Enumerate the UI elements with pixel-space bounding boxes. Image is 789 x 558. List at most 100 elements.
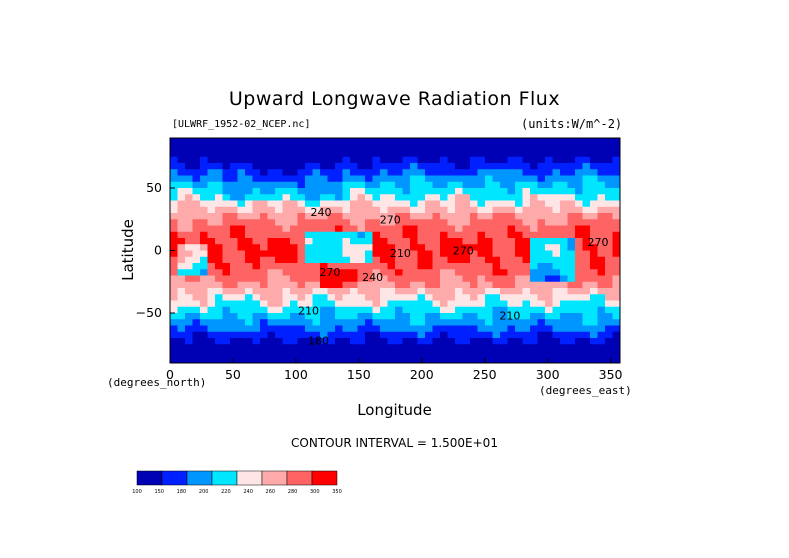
heatmap-cell — [305, 325, 313, 333]
heatmap-cell — [440, 263, 448, 270]
heatmap-cell — [545, 244, 553, 251]
heatmap-cell — [207, 281, 216, 289]
heatmap-cell — [252, 206, 261, 214]
heatmap-cell — [222, 281, 231, 289]
heatmap-cell — [327, 144, 336, 151]
heatmap-cell — [447, 194, 456, 201]
heatmap-cell — [575, 213, 583, 220]
heatmap-cell — [530, 213, 538, 220]
heatmap-cell — [447, 275, 456, 283]
heatmap-cell — [402, 356, 411, 364]
heatmap-cell — [567, 225, 576, 233]
heatmap-cell — [545, 294, 553, 301]
heatmap-cell — [327, 231, 336, 239]
heatmap-cell — [485, 263, 493, 270]
heatmap-cell — [545, 350, 553, 358]
contour-label: 210 — [298, 305, 319, 318]
heatmap-cell — [215, 156, 223, 164]
heatmap-cell — [222, 356, 231, 364]
heatmap-cell — [297, 200, 306, 208]
heatmap-cell — [327, 244, 336, 251]
heatmap-cell — [170, 275, 178, 283]
heatmap-cell — [185, 213, 193, 220]
heatmap-cell — [485, 350, 493, 358]
heatmap-cell — [267, 256, 276, 264]
heatmap-cell — [515, 263, 523, 270]
heatmap-cell — [387, 350, 396, 358]
heatmap-cell — [357, 194, 366, 201]
heatmap-cell — [515, 269, 523, 276]
heatmap-cell — [425, 313, 433, 320]
heatmap-cell — [312, 213, 321, 220]
heatmap-cell — [305, 238, 313, 245]
colorbar-label: 300 — [310, 489, 320, 495]
heatmap-cell — [575, 206, 583, 214]
heatmap-cell — [387, 144, 396, 151]
heatmap-cell — [410, 156, 418, 164]
heatmap-cell — [447, 238, 456, 245]
heatmap-cell — [387, 238, 396, 245]
heatmap-cell — [245, 306, 253, 314]
contour-label: 240 — [311, 206, 332, 219]
heatmap-cell — [485, 181, 493, 189]
heatmap-cell — [522, 213, 531, 220]
heatmap-cell — [560, 194, 568, 201]
heatmap-cell — [455, 250, 463, 258]
heatmap-cell — [260, 269, 268, 276]
heatmap-cell — [605, 269, 613, 276]
heatmap-cell — [222, 250, 231, 258]
heatmap-cell — [597, 188, 606, 195]
heatmap-cell — [320, 150, 328, 158]
heatmap-cell — [455, 306, 463, 314]
heatmap-cell — [185, 181, 193, 189]
heatmap-cell — [237, 181, 246, 189]
heatmap-cell — [290, 188, 298, 195]
heatmap-cell — [387, 269, 396, 276]
heatmap-cell — [245, 200, 253, 208]
heatmap-cell — [402, 244, 411, 251]
heatmap-cell — [462, 331, 471, 339]
heatmap-cell — [282, 213, 291, 220]
heatmap-cell — [230, 269, 238, 276]
heatmap-cell — [537, 344, 546, 351]
heatmap-cell — [440, 169, 448, 176]
heatmap-cell — [342, 350, 351, 358]
heatmap-cell — [447, 325, 456, 333]
heatmap-cell — [207, 325, 216, 333]
heatmap-cell — [575, 244, 583, 251]
heatmap-cell — [260, 306, 268, 314]
heatmap-cell — [207, 200, 216, 208]
heatmap-cell — [417, 238, 426, 245]
heatmap-cell — [447, 306, 456, 314]
heatmap-cell — [455, 138, 463, 145]
heatmap-cell — [455, 263, 463, 270]
heatmap-cell — [365, 188, 373, 195]
heatmap-cell — [327, 319, 336, 326]
heatmap-cell — [417, 181, 426, 189]
heatmap-cell — [357, 206, 366, 214]
heatmap-cell — [237, 325, 246, 333]
heatmap-cell — [305, 144, 313, 151]
heatmap-cell — [440, 250, 448, 258]
heatmap-cell — [267, 231, 276, 239]
heatmap-cell — [560, 238, 568, 245]
heatmap-cell — [440, 225, 448, 233]
heatmap-cell — [522, 181, 531, 189]
heatmap-cell — [515, 213, 523, 220]
heatmap-cell — [335, 275, 343, 283]
heatmap-cell — [387, 263, 396, 270]
heatmap-cell — [447, 188, 456, 195]
heatmap-cell — [530, 188, 538, 195]
heatmap-cell — [335, 175, 343, 183]
heatmap-cell — [597, 244, 606, 251]
heatmap-cell — [455, 156, 463, 164]
heatmap-cell — [372, 281, 381, 289]
heatmap-cell — [582, 263, 591, 270]
heatmap-cell — [522, 344, 531, 351]
heatmap-cell — [455, 163, 463, 170]
heatmap-cell — [567, 269, 576, 276]
heatmap-cell — [537, 331, 546, 339]
heatmap-cell — [312, 200, 321, 208]
heatmap-cell — [567, 169, 576, 176]
